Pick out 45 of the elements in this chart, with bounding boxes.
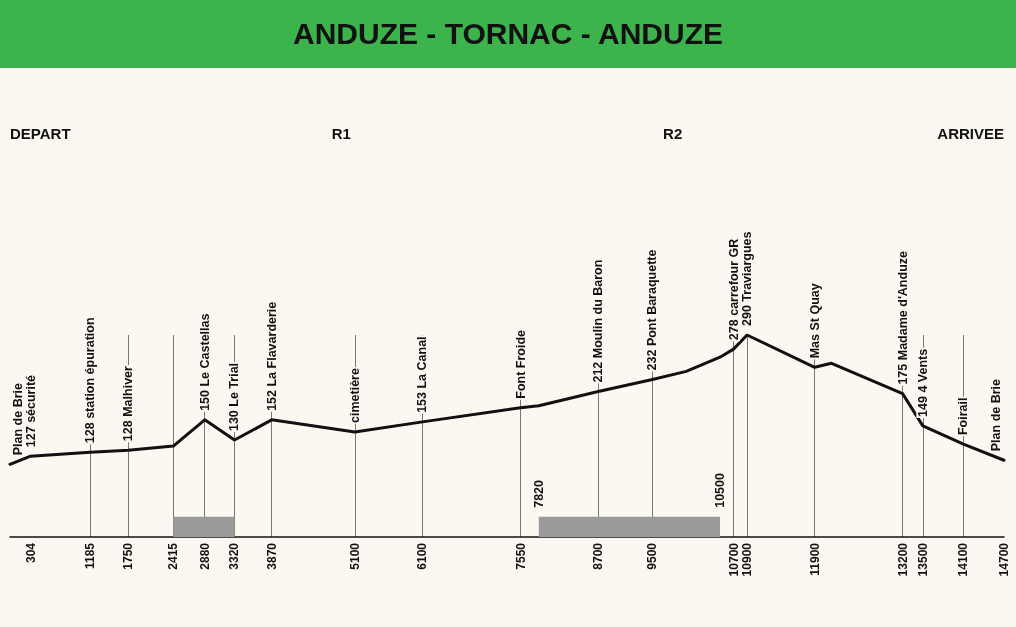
annotation: 152 La Flavarderie — [264, 301, 279, 411]
x-tick-label: 7550 — [513, 542, 528, 570]
x-tick-label: 10700 — [726, 542, 741, 577]
annotation: 128 Malhiver — [121, 365, 136, 442]
x-tick-label: 5100 — [347, 542, 362, 570]
x-tick-label: 10900 — [740, 542, 755, 577]
text: DEPART — [10, 124, 71, 142]
x-tick-label: 3870 — [264, 542, 279, 570]
text: R1 — [331, 124, 351, 142]
x-tick-label: 304 — [23, 542, 38, 564]
annotation: Foirail — [956, 397, 971, 436]
annotation: 232 Pont Baraquette — [645, 249, 660, 371]
annotation: cimetière — [347, 368, 362, 423]
x-tick-label: 2880 — [197, 542, 212, 570]
annotation: 153 La Canal — [415, 336, 430, 413]
x-tick-label: 2415 — [166, 542, 181, 570]
annotation: 175 Madame d'Anduze — [895, 250, 910, 385]
annotation: 149 4 Vents — [915, 348, 930, 417]
x-tick-label: 9500 — [645, 542, 660, 570]
x-tick-label: 1185 — [83, 542, 98, 570]
annotation: 10500 — [713, 472, 727, 508]
annotation: Font Froide — [513, 329, 528, 399]
chart-title: ANDUZE - TORNAC - ANDUZE — [293, 17, 723, 51]
annotation: Mas St Quay — [807, 283, 822, 359]
annotation: 130 Le Trial — [227, 362, 242, 432]
annotation: 7820 — [531, 479, 546, 508]
annotation: 127 sécurité — [23, 374, 38, 448]
annotation: Plan de Brie — [989, 378, 1003, 452]
annotation: 212 Moulin du Baron — [591, 259, 606, 383]
annotation: 278 carrefour GR — [726, 238, 741, 341]
x-tick-label: 8700 — [591, 542, 606, 570]
text: ARRIVEE — [937, 124, 1004, 142]
x-tick-label: 11900 — [807, 542, 822, 576]
x-tick-label: 6100 — [415, 542, 430, 570]
x-tick-label: 13200 — [895, 542, 910, 577]
x-tick-label: 14700 — [997, 542, 1011, 577]
x-tick-label: 1750 — [121, 542, 136, 570]
annotation: Plan de Brie — [11, 382, 25, 456]
x-tick-label: 14100 — [956, 542, 971, 577]
text: R2 — [663, 124, 683, 142]
x-tick-label: 3320 — [227, 542, 242, 570]
annotation: 290 Traviargues — [740, 231, 755, 326]
x-tick-label: 13500 — [915, 542, 930, 577]
annotation: 150 Le Castellas — [197, 313, 212, 411]
annotation: 128 station épuration — [83, 317, 98, 444]
